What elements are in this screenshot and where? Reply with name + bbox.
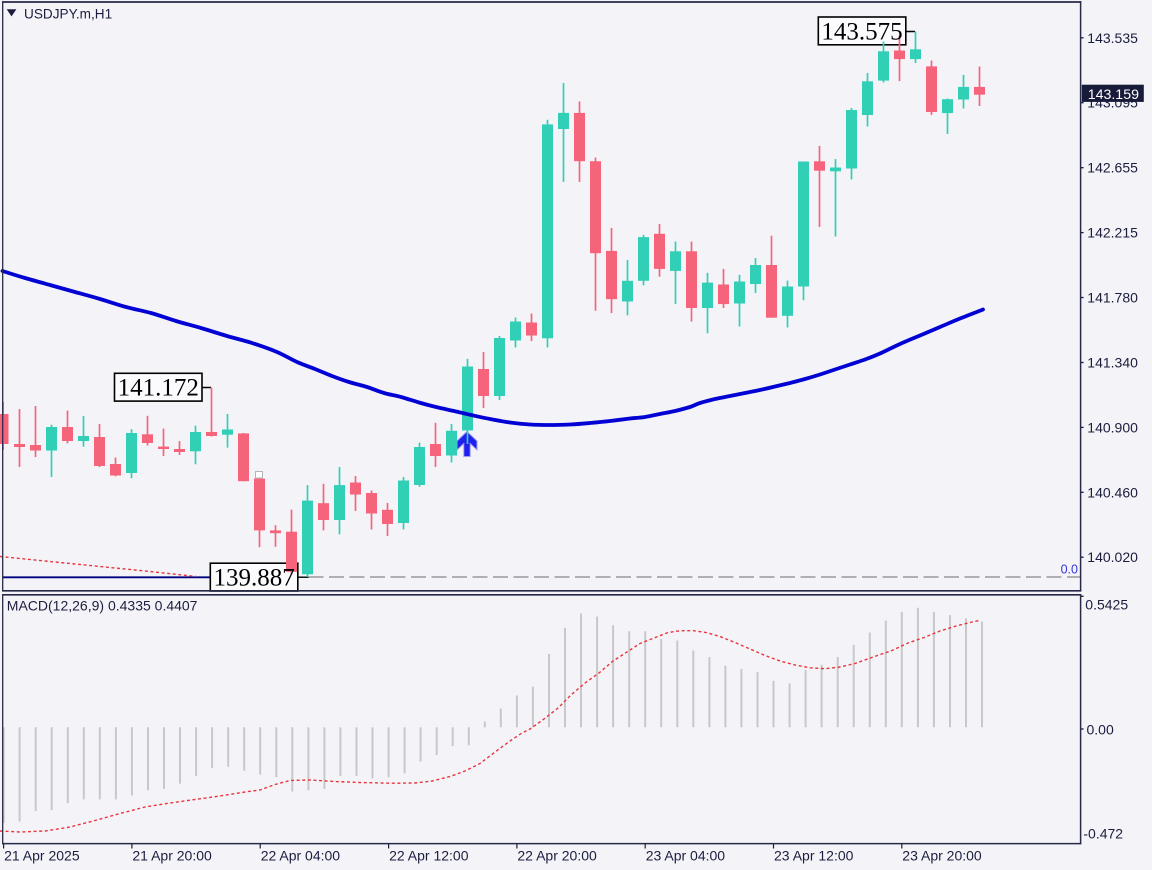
svg-text:0.5425: 0.5425: [1085, 596, 1128, 612]
svg-text:140.460: 140.460: [1087, 484, 1138, 500]
svg-text:141.172: 141.172: [118, 375, 199, 402]
svg-text:22 Apr 04:00: 22 Apr 04:00: [261, 848, 341, 864]
svg-text:-0.472: -0.472: [1083, 825, 1123, 841]
svg-text:143.159: 143.159: [1088, 87, 1139, 103]
svg-text:USDJPY.m,H1: USDJPY.m,H1: [24, 6, 112, 21]
svg-text:22 Apr 12:00: 22 Apr 12:00: [389, 848, 469, 864]
svg-text:21 Apr 2025: 21 Apr 2025: [4, 848, 80, 864]
svg-text:23 Apr 20:00: 23 Apr 20:00: [902, 848, 982, 864]
svg-text:142.655: 142.655: [1087, 160, 1138, 176]
svg-text:23 Apr 12:00: 23 Apr 12:00: [774, 848, 854, 864]
svg-text:23 Apr 04:00: 23 Apr 04:00: [646, 848, 726, 864]
svg-text:143.535: 143.535: [1087, 30, 1138, 46]
svg-text:MACD(12,26,9) 0.4335 0.4407: MACD(12,26,9) 0.4335 0.4407: [7, 597, 198, 613]
svg-text:141.780: 141.780: [1087, 290, 1138, 306]
svg-text:139.887: 139.887: [213, 565, 294, 592]
svg-text:141.340: 141.340: [1087, 355, 1138, 371]
svg-text:140.900: 140.900: [1087, 419, 1138, 435]
svg-text:142.215: 142.215: [1087, 225, 1138, 241]
svg-text:22 Apr 20:00: 22 Apr 20:00: [517, 848, 597, 864]
svg-text:143.575: 143.575: [821, 18, 902, 45]
svg-text:21 Apr 20:00: 21 Apr 20:00: [132, 848, 212, 864]
svg-text:0.0: 0.0: [1061, 563, 1078, 577]
svg-text:0.00: 0.00: [1087, 721, 1114, 737]
svg-text:140.020: 140.020: [1087, 549, 1138, 565]
